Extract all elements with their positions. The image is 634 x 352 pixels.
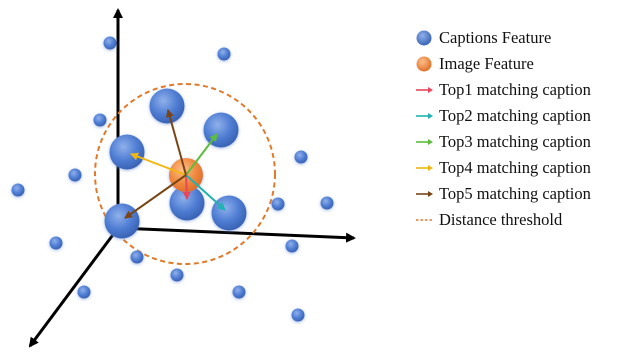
brown-arrow-icon <box>415 188 437 200</box>
legend-label: Captions Feature <box>439 28 552 47</box>
caption-point <box>49 236 63 250</box>
legend-item-top2: Top2 matching caption <box>415 104 631 128</box>
caption-point <box>68 168 82 182</box>
legend-label: Top2 matching caption <box>439 106 591 125</box>
top5-arrow-up <box>166 109 187 176</box>
axes <box>28 8 356 348</box>
caption-point <box>217 47 231 61</box>
top4-arrow <box>130 152 187 176</box>
legend-label: Top4 matching caption <box>439 158 591 177</box>
matching-arrows <box>124 109 226 219</box>
caption-point <box>320 196 334 210</box>
caption-feature-top2 <box>211 195 247 231</box>
legend-label: Image Feature <box>439 54 534 73</box>
legend-label: Distance threshold <box>439 210 563 229</box>
legend-item-distance-threshold: Distance threshold <box>415 208 631 232</box>
legend-label: Top3 matching caption <box>439 132 591 151</box>
distance-threshold-circle <box>94 83 276 265</box>
green-arrow-icon <box>415 136 437 148</box>
caption-point <box>103 36 117 50</box>
dashed-line-icon <box>415 214 437 226</box>
legend-item-top4: Top4 matching caption <box>415 156 631 180</box>
top3-arrow <box>185 133 218 176</box>
caption-feature-top3 <box>203 112 239 148</box>
caption-point <box>285 239 299 253</box>
caption-feature-top5 <box>149 88 185 124</box>
legend-item-top3: Top3 matching caption <box>415 130 631 154</box>
red-arrow-icon <box>415 84 437 96</box>
legend-label: Top1 matching caption <box>439 80 591 99</box>
legend-item-top5: Top5 matching caption <box>415 182 631 206</box>
caption-point <box>170 268 184 282</box>
caption-point <box>291 308 305 322</box>
legend-item-top1: Top1 matching caption <box>415 78 631 102</box>
caption-feature-points <box>11 36 334 322</box>
caption-point <box>232 285 246 299</box>
x-axis <box>117 226 356 243</box>
caption-feature-top1 <box>169 185 205 221</box>
caption-feature-extra <box>104 203 140 239</box>
top5-arrow-down <box>124 174 187 219</box>
caption-point <box>130 250 144 264</box>
caption-point <box>11 183 25 197</box>
caption-point <box>93 113 107 127</box>
z-axis <box>28 227 120 348</box>
legend-item-captions-feature: Captions Feature <box>415 26 631 50</box>
caption-feature-top4 <box>109 134 145 170</box>
yellow-arrow-icon <box>415 162 437 174</box>
teal-arrow-icon <box>415 110 437 122</box>
caption-point <box>294 150 308 164</box>
caption-point <box>271 197 285 211</box>
top1-arrow <box>182 174 191 200</box>
orange-circle-icon <box>415 54 437 74</box>
legend-label: Top5 matching caption <box>439 184 591 203</box>
legend: Captions Feature Image Feature Top1 matc… <box>415 26 631 234</box>
top2-arrow <box>185 174 226 211</box>
caption-point <box>77 285 91 299</box>
legend-item-image-feature: Image Feature <box>415 52 631 76</box>
blue-circle-icon <box>415 28 437 48</box>
